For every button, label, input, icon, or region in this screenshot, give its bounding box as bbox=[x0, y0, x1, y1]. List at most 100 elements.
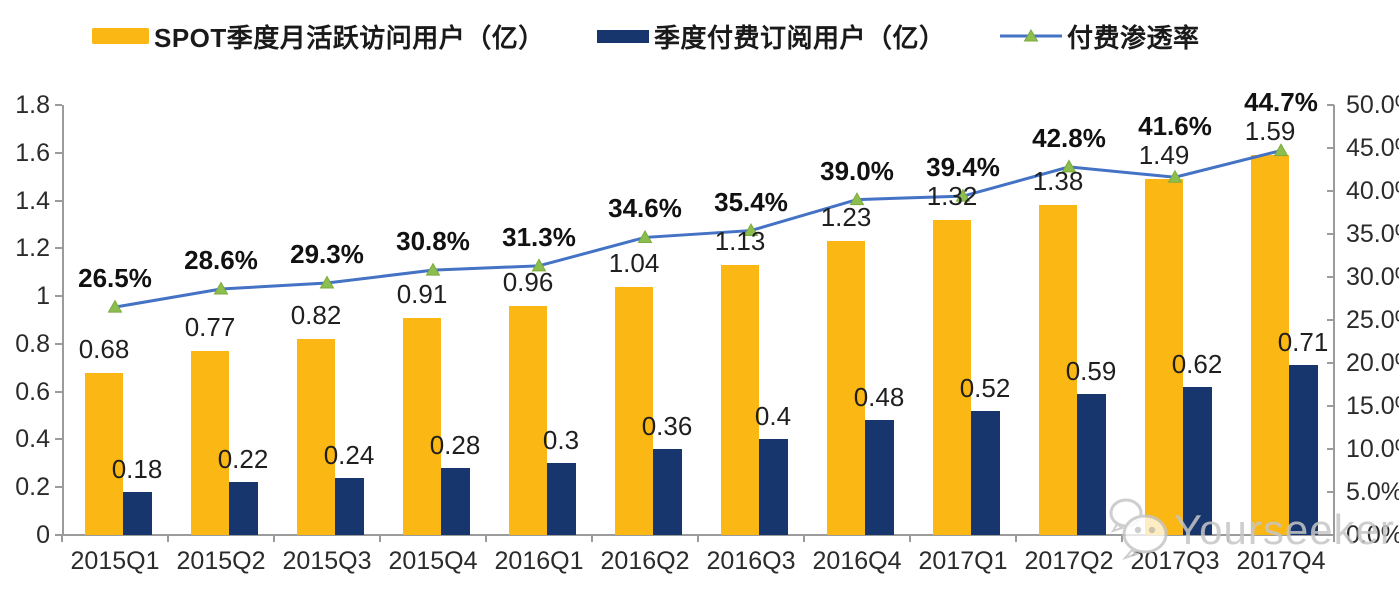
left-y-axis-line bbox=[62, 105, 64, 536]
x-axis-tick bbox=[1227, 535, 1229, 542]
left-axis-tick-label: 0.4 bbox=[15, 425, 50, 454]
bar-mau-2016Q2 bbox=[615, 286, 653, 535]
x-axis-tick bbox=[273, 535, 275, 542]
right-axis-tick bbox=[1327, 233, 1334, 235]
penetration-pct-label: 29.3% bbox=[290, 239, 364, 270]
penetration-pct-label: 26.5% bbox=[78, 263, 152, 294]
left-axis-tick bbox=[55, 247, 62, 250]
x-axis-category-label: 2016Q3 bbox=[706, 547, 796, 575]
right-axis-tick bbox=[1327, 491, 1334, 493]
x-axis-tick bbox=[1121, 535, 1123, 542]
x-axis-tick bbox=[61, 535, 63, 542]
subscriber-value-label: 0.22 bbox=[217, 444, 269, 475]
left-axis-tick bbox=[55, 438, 62, 441]
right-axis-tick-label: 30.0% bbox=[1346, 263, 1399, 291]
right-axis-tick-label: 25.0% bbox=[1346, 306, 1399, 334]
bar-subscribers-2016Q2 bbox=[653, 449, 682, 535]
right-axis-tick bbox=[1327, 190, 1334, 192]
mau-value-label: 1.38 bbox=[1032, 166, 1084, 197]
legend-item-subscribers: 季度付费订阅用户（亿） bbox=[597, 20, 946, 53]
legend-label-subscribers: 季度付费订阅用户（亿） bbox=[654, 22, 946, 53]
line-marker-2015Q2 bbox=[213, 281, 229, 295]
left-axis-tick-label: 0.2 bbox=[15, 473, 50, 502]
right-axis-tick-label: 5.0% bbox=[1346, 478, 1399, 506]
bar-subscribers-2015Q4 bbox=[441, 468, 470, 535]
subscriber-value-label: 0.59 bbox=[1065, 356, 1117, 387]
mau-value-label: 1.23 bbox=[820, 202, 872, 233]
bar-mau-2015Q2 bbox=[191, 351, 229, 535]
left-axis-tick bbox=[55, 199, 62, 202]
line-marker-2016Q2 bbox=[637, 229, 653, 243]
left-axis-tick bbox=[55, 486, 62, 489]
line-marker-2015Q4 bbox=[425, 262, 441, 276]
right-axis-tick bbox=[1327, 534, 1334, 536]
left-axis-tick-label: 1.4 bbox=[15, 186, 50, 215]
watermark: Yourseeker bbox=[1104, 494, 1395, 565]
right-axis-tick-label: 50.0% bbox=[1346, 91, 1399, 119]
bar-subscribers-2017Q4 bbox=[1289, 365, 1318, 535]
left-axis-tick-label: 0.6 bbox=[15, 377, 50, 406]
penetration-pct-label: 34.6% bbox=[608, 193, 682, 224]
x-axis-tick bbox=[485, 535, 487, 542]
left-axis-tick bbox=[55, 390, 62, 393]
left-axis-tick bbox=[55, 342, 62, 345]
mau-value-label: 1.04 bbox=[608, 247, 660, 278]
right-axis-tick-label: 40.0% bbox=[1346, 177, 1399, 205]
watermark-text: Yourseeker bbox=[1174, 505, 1395, 553]
x-axis-category-label: 2015Q1 bbox=[70, 547, 160, 575]
left-axis-tick bbox=[55, 104, 62, 106]
wechat-icon bbox=[1104, 494, 1172, 565]
bar-mau-2015Q1 bbox=[85, 372, 123, 535]
x-axis-tick bbox=[167, 535, 169, 542]
bar-subscribers-2015Q2 bbox=[229, 482, 258, 535]
penetration-pct-label: 30.8% bbox=[396, 226, 470, 257]
subscriber-value-label: 0.28 bbox=[429, 430, 481, 461]
x-axis-category-label: 2016Q1 bbox=[494, 547, 584, 575]
bar-subscribers-2015Q3 bbox=[335, 477, 364, 535]
bar-subscribers-2016Q3 bbox=[759, 439, 788, 535]
x-axis-category-label: 2016Q4 bbox=[812, 547, 902, 575]
bar-mau-2016Q1 bbox=[509, 305, 547, 535]
left-axis-tick bbox=[55, 295, 62, 298]
x-axis-category-label: 2017Q4 bbox=[1236, 547, 1326, 575]
right-axis-tick-label: 20.0% bbox=[1346, 349, 1399, 377]
penetration-pct-label: 28.6% bbox=[184, 245, 258, 276]
subscriber-value-label: 0.4 bbox=[754, 401, 792, 432]
mau-value-label: 1.13 bbox=[714, 226, 766, 257]
subscriber-value-label: 0.62 bbox=[1171, 348, 1223, 379]
legend-label-mau: SPOT季度月活跃访问用户（亿） bbox=[154, 22, 545, 53]
penetration-pct-label: 44.7% bbox=[1244, 87, 1318, 118]
x-axis-category-label: 2015Q2 bbox=[176, 547, 266, 575]
left-axis-tick-label: 1.6 bbox=[15, 138, 50, 167]
subscriber-value-label: 0.24 bbox=[323, 439, 375, 470]
legend-label-penetration: 付费渗透率 bbox=[1067, 22, 1200, 53]
right-axis-tick-label: 35.0% bbox=[1346, 220, 1399, 248]
subscriber-value-label: 0.71 bbox=[1277, 327, 1329, 358]
x-axis-category-label: 2015Q4 bbox=[388, 547, 478, 575]
left-axis-tick-label: 0.8 bbox=[15, 329, 50, 358]
right-axis-tick-label: 45.0% bbox=[1346, 134, 1399, 162]
x-axis-tick bbox=[1333, 535, 1335, 542]
mau-series-swatch bbox=[92, 28, 149, 44]
subscriber-value-label: 0.18 bbox=[111, 454, 163, 484]
x-axis-tick bbox=[591, 535, 593, 542]
bar-subscribers-2016Q1 bbox=[547, 463, 576, 535]
mau-value-label: 0.77 bbox=[184, 312, 236, 343]
line-marker-2015Q3 bbox=[319, 275, 335, 289]
mau-value-label: 1.49 bbox=[1138, 140, 1190, 171]
subscriber-value-label: 0.48 bbox=[853, 382, 905, 413]
mau-value-label: 0.91 bbox=[396, 278, 448, 309]
bar-subscribers-2017Q1 bbox=[971, 410, 1000, 535]
right-axis-tick bbox=[1327, 448, 1334, 450]
x-axis-tick bbox=[803, 535, 805, 542]
right-axis-tick-label: 15.0% bbox=[1346, 392, 1399, 420]
subscriber-value-label: 0.3 bbox=[542, 425, 580, 456]
right-axis-tick bbox=[1327, 104, 1334, 106]
left-axis-tick-label: 0 bbox=[36, 521, 50, 549]
right-y-axis-line bbox=[1333, 105, 1335, 536]
penetration-pct-label: 42.8% bbox=[1032, 122, 1106, 153]
mau-value-label: 1.32 bbox=[926, 180, 978, 211]
penetration-pct-label: 31.3% bbox=[502, 221, 576, 252]
left-axis-tick-label: 1.2 bbox=[15, 234, 50, 263]
right-axis-tick bbox=[1327, 362, 1334, 364]
